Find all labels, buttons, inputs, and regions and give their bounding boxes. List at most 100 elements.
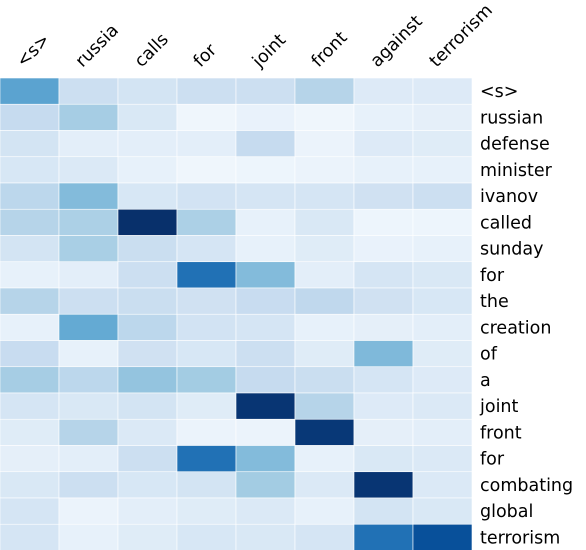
heatmap-cell [294, 392, 355, 420]
heatmap-cell [294, 471, 355, 499]
heatmap-cell [176, 77, 237, 105]
y-axis-label: called [480, 213, 532, 233]
heatmap-cell [0, 418, 60, 446]
heatmap-cell [353, 235, 414, 263]
heatmap-cell [353, 208, 414, 236]
heatmap-cell [0, 523, 60, 550]
y-axis-label: for [480, 266, 505, 286]
heatmap-cell [117, 287, 178, 315]
heatmap-cell [0, 366, 60, 394]
heatmap-cell [353, 130, 414, 158]
heatmap-cell [353, 287, 414, 315]
y-axis-label: global [480, 502, 533, 522]
heatmap-cell [176, 497, 237, 525]
x-axis-label: calls [131, 30, 173, 72]
heatmap-cell [412, 418, 473, 446]
heatmap-cell [0, 340, 60, 368]
heatmap-cell [412, 366, 473, 394]
y-axis-label: russian [480, 108, 543, 128]
heatmap-cell [294, 77, 355, 105]
heatmap-cell [294, 523, 355, 550]
heatmap-cell [294, 366, 355, 394]
heatmap-cell [117, 182, 178, 210]
heatmap-cell [117, 103, 178, 131]
heatmap-cell [353, 471, 414, 499]
heatmap-cell [58, 103, 119, 131]
heatmap-cell [353, 497, 414, 525]
heatmap-cell [58, 287, 119, 315]
y-axis-label: front [480, 423, 522, 443]
y-axis-label: of [480, 345, 498, 365]
heatmap-cell [0, 182, 60, 210]
y-axis-label: joint [479, 397, 519, 417]
heatmap-cell [353, 445, 414, 473]
heatmap-cell [412, 340, 473, 368]
heatmap-cell [353, 340, 414, 368]
heatmap-cell [176, 261, 237, 289]
x-axis-labels: <s> russia calls for joint front against terror… [13, 1, 497, 73]
heatmap-cell [0, 130, 60, 158]
heatmap-cell [176, 182, 237, 210]
heatmap-cell [176, 287, 237, 315]
heatmap-cells [0, 77, 473, 550]
heatmap-cell [176, 523, 237, 550]
heatmap-cell [176, 130, 237, 158]
heatmap-cell [235, 366, 296, 394]
heatmap-cell [294, 130, 355, 158]
heatmap-cell [353, 77, 414, 105]
y-axis-label: sunday [480, 240, 544, 260]
heatmap-cell [58, 366, 119, 394]
heatmap-cell [117, 523, 178, 550]
heatmap-cell [235, 418, 296, 446]
heatmap-cell [58, 156, 119, 184]
heatmap-cell [58, 445, 119, 473]
heatmap-cell [117, 392, 178, 420]
heatmap-cell [235, 523, 296, 550]
heatmap-cell [294, 156, 355, 184]
heatmap-cell [294, 313, 355, 341]
heatmap-cell [235, 445, 296, 473]
heatmap-cell [353, 523, 414, 550]
heatmap-cell [235, 497, 296, 525]
heatmap-cell [235, 208, 296, 236]
heatmap-cell [58, 235, 119, 263]
heatmap-cell [117, 418, 178, 446]
heatmap-cell [294, 103, 355, 131]
heatmap-cell [0, 497, 60, 525]
x-axis-label: front [308, 28, 352, 72]
heatmap-cell [353, 261, 414, 289]
heatmap-cell [58, 497, 119, 525]
heatmap-cell [294, 287, 355, 315]
heatmap-cell [412, 261, 473, 289]
heatmap-cell [412, 471, 473, 499]
heatmap-cell [58, 208, 119, 236]
heatmap-cell [235, 103, 296, 131]
y-axis-label: a [480, 371, 491, 391]
heatmap-cell [58, 392, 119, 420]
heatmap-cell [235, 130, 296, 158]
heatmap-cell [412, 208, 473, 236]
y-axis-label: the [480, 292, 509, 312]
heatmap-cell [235, 235, 296, 263]
heatmap-cell [0, 103, 60, 131]
y-axis-label: ivanov [480, 187, 538, 207]
heatmap-cell [353, 103, 414, 131]
heatmap-cell [176, 445, 237, 473]
heatmap-cell [294, 208, 355, 236]
heatmap-cell [353, 392, 414, 420]
x-axis-label: against [367, 12, 427, 72]
heatmap-cell [412, 182, 473, 210]
x-axis-label: for [190, 40, 222, 72]
heatmap-cell [235, 77, 296, 105]
heatmap-cell [58, 340, 119, 368]
heatmap-cell [117, 261, 178, 289]
heatmap-cell [176, 156, 237, 184]
heatmap-cell [176, 340, 237, 368]
heatmap-cell [58, 261, 119, 289]
heatmap-cell [117, 208, 178, 236]
heatmap-cell [117, 445, 178, 473]
heatmap-cell [235, 340, 296, 368]
heatmap-cell [412, 392, 473, 420]
heatmap-cell [235, 287, 296, 315]
